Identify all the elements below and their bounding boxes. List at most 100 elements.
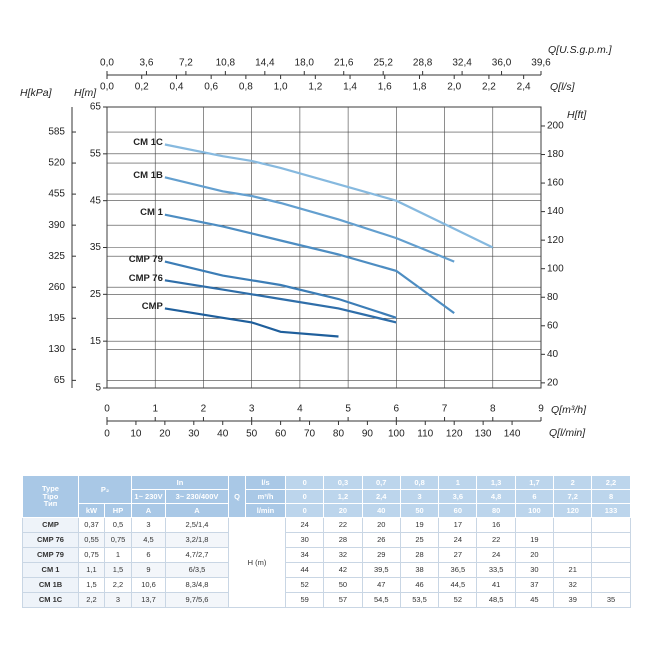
- table-cell: 17: [438, 517, 478, 533]
- table-cell: 4,7/2,7: [165, 547, 229, 563]
- table-cell: 13,7: [131, 592, 166, 608]
- table-cell: 7,2: [553, 489, 593, 504]
- x2-tick-label: 60: [275, 429, 287, 440]
- table-cell: Type Tipo Тип: [22, 475, 79, 518]
- table-cell: 39,5: [361, 562, 401, 578]
- table-cell: 133: [591, 503, 631, 518]
- table-cell: l/s: [245, 475, 286, 490]
- y-tick-label: 5: [95, 383, 101, 394]
- table-cell: 45: [514, 592, 555, 608]
- table-cell: 2,2: [591, 475, 631, 490]
- x4-tick-label: 0,0: [100, 58, 114, 69]
- table-cell: 39: [553, 592, 593, 608]
- table-cell: 37: [514, 577, 555, 593]
- table-cell: [591, 517, 631, 533]
- x3-label: Q[l/s]: [550, 81, 576, 93]
- x4-tick-label: 39,6: [531, 58, 551, 69]
- x2-tick-label: 140: [504, 429, 521, 440]
- table-cell: In: [131, 475, 229, 490]
- table-cell: [514, 517, 555, 533]
- y-tick-label: 35: [90, 242, 102, 253]
- x3-tick-label: 2,4: [517, 82, 531, 93]
- x2-tick-label: 20: [159, 429, 171, 440]
- x2-tick-label: 120: [446, 429, 463, 440]
- y2-tick-label: 200: [547, 121, 564, 132]
- y-tick-label: 55: [90, 148, 102, 159]
- table-cell: 24: [284, 517, 325, 533]
- x3-tick-label: 0,8: [239, 82, 253, 93]
- y2-tick-label: 180: [547, 149, 564, 160]
- y3-tick-label: 390: [48, 220, 65, 231]
- y3-tick-label: 325: [48, 251, 65, 262]
- y3-tick-label: 585: [48, 127, 65, 138]
- x3-tick-label: 2,2: [482, 82, 496, 93]
- table-cell: 24: [438, 532, 478, 548]
- x3-tick-label: 2,0: [447, 82, 461, 93]
- x4-tick-label: 32,4: [452, 58, 472, 69]
- table-cell: 52: [438, 592, 478, 608]
- table-cell: 0: [284, 503, 325, 518]
- table-cell: 6: [131, 547, 166, 563]
- x-tick-label: 5: [345, 404, 351, 415]
- table-cell: 120: [553, 503, 593, 518]
- curve: [164, 213, 455, 314]
- x-tick-label: 9: [538, 404, 544, 415]
- y3-tick-label: 130: [48, 344, 65, 355]
- x2-tick-label: 110: [417, 429, 433, 440]
- x2-tick-label: 100: [388, 429, 405, 440]
- x2-tick-label: 0: [104, 429, 110, 440]
- table-cell: 35: [591, 592, 631, 608]
- table-cell: 54,5: [361, 592, 401, 608]
- table-cell: 0: [284, 475, 325, 490]
- y-tick-label: 65: [90, 102, 102, 113]
- table-cell: Q: [228, 475, 246, 518]
- table-cell: 2,5/1,4: [165, 517, 229, 533]
- table-cell: [553, 532, 593, 548]
- table-cell: [591, 547, 631, 563]
- curve-label: CM 1B: [133, 170, 163, 181]
- table-cell: 32: [323, 547, 363, 563]
- table-cell: 19: [514, 532, 555, 548]
- curve: [164, 143, 494, 249]
- table-cell: 1,2: [323, 489, 363, 504]
- y2-tick-label: 120: [547, 235, 564, 246]
- table-cell: m³/h: [245, 489, 286, 504]
- table-cell: 60: [438, 503, 478, 518]
- table-cell: 3~ 230/400V: [165, 489, 229, 504]
- table-cell: 44,5: [438, 577, 478, 593]
- table-cell: CMP: [22, 517, 79, 533]
- table-cell: 26: [361, 532, 401, 548]
- table-cell: 100: [514, 503, 555, 518]
- table-cell: [553, 517, 593, 533]
- x3-tick-label: 1,8: [413, 82, 427, 93]
- x3-tick-label: 0,0: [100, 82, 114, 93]
- table-cell: 3: [104, 592, 132, 608]
- table-cell: 50: [399, 503, 440, 518]
- y-tick-label: 15: [90, 336, 102, 347]
- x3-tick-label: 0,2: [135, 82, 149, 93]
- y2-tick-label: 140: [547, 206, 564, 217]
- table-cell: 8,3/4,8: [165, 577, 229, 593]
- table-cell: 3,2/1,8: [165, 532, 229, 548]
- x3-tick-label: 1,4: [343, 82, 357, 93]
- table-row: CM 1 1,1 1,5 9 6/3,5 44 42 39,5 38 36,5 33,5 30 21: [22, 562, 631, 578]
- table-cell: 44: [284, 562, 325, 578]
- table-cell: 19: [399, 517, 440, 533]
- y3-tick-label: 65: [54, 375, 66, 386]
- table-cell: kW: [78, 503, 105, 518]
- table-cell: 2,2: [104, 577, 132, 593]
- table-row: 1~ 230V 3~ 230/400V m³/h 0 1,2 2,4 3 3,6 4,8 6 7,2…: [23, 489, 631, 504]
- table-cell: 2,4: [361, 489, 401, 504]
- y-tick-label: 45: [90, 195, 102, 206]
- y3-tick-label: 195: [48, 313, 65, 324]
- table-cell: [553, 547, 593, 563]
- curve-label: CMP: [142, 301, 164, 312]
- table-cell: 0,75: [104, 532, 132, 548]
- table-cell: 47: [361, 577, 401, 593]
- x4-tick-label: 28,8: [413, 58, 433, 69]
- table-row: CM 1B 1,5 2,2 10,6 8,3/4,8 52 50 47 46 44,5 41 37 32: [22, 577, 631, 593]
- table-cell: 1~ 230V: [131, 489, 166, 504]
